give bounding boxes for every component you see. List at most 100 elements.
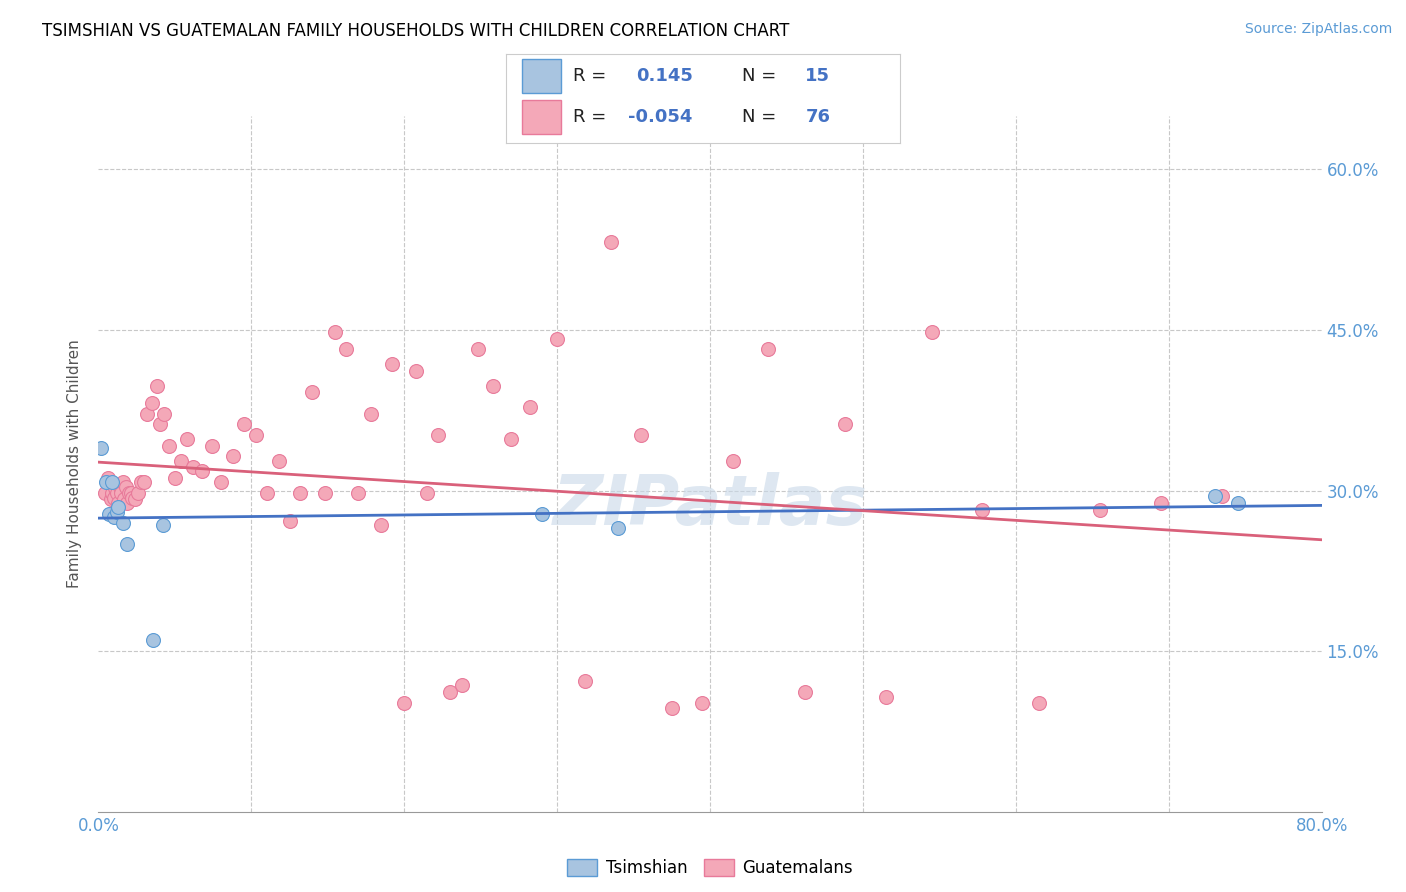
- Point: [170, 453, 193, 467]
- Point: [111, 516, 134, 530]
- Point: [335, 343, 357, 357]
- Point: [439, 685, 461, 699]
- Point: [200, 439, 222, 453]
- Point: [1150, 496, 1173, 510]
- Point: [1226, 496, 1249, 510]
- Point: [530, 507, 553, 521]
- Point: [93, 485, 115, 500]
- Legend: Tsimshian, Guatemalans: Tsimshian, Guatemalans: [561, 852, 859, 883]
- Point: [111, 475, 134, 489]
- Y-axis label: Family Households with Children: Family Households with Children: [67, 340, 83, 588]
- Point: [290, 485, 312, 500]
- FancyBboxPatch shape: [522, 100, 561, 134]
- Point: [875, 690, 897, 705]
- Point: [101, 475, 124, 489]
- Point: [163, 471, 186, 485]
- Point: [157, 439, 180, 453]
- Point: [426, 428, 449, 442]
- Point: [921, 325, 943, 339]
- Text: ZIPatlas: ZIPatlas: [553, 472, 868, 539]
- Text: R =: R =: [574, 67, 606, 85]
- Point: [451, 678, 474, 692]
- Point: [117, 496, 139, 510]
- Point: [107, 496, 129, 510]
- Point: [145, 378, 167, 392]
- Point: [793, 685, 815, 699]
- Point: [136, 407, 159, 421]
- Point: [118, 485, 141, 500]
- Point: [124, 492, 146, 507]
- Point: [607, 521, 630, 535]
- Point: [105, 485, 128, 500]
- Point: [141, 396, 163, 410]
- Point: [90, 441, 112, 455]
- Point: [599, 235, 621, 250]
- Text: N =: N =: [742, 67, 776, 85]
- Point: [1028, 696, 1050, 710]
- Point: [101, 485, 124, 500]
- Point: [392, 696, 416, 710]
- Text: N =: N =: [742, 108, 776, 126]
- Point: [467, 343, 489, 357]
- Point: [134, 475, 156, 489]
- Point: [112, 492, 135, 507]
- Point: [103, 491, 125, 505]
- Point: [519, 400, 541, 414]
- Point: [108, 480, 131, 494]
- Point: [370, 517, 392, 532]
- Point: [267, 453, 290, 467]
- Point: [1088, 503, 1111, 517]
- Text: 15: 15: [806, 67, 831, 85]
- Point: [222, 450, 245, 464]
- Point: [153, 407, 176, 421]
- Point: [107, 500, 129, 514]
- Text: -0.054: -0.054: [628, 108, 693, 126]
- Point: [405, 364, 427, 378]
- Point: [381, 357, 404, 371]
- Point: [347, 485, 370, 500]
- Point: [176, 432, 198, 446]
- Point: [1204, 489, 1226, 503]
- Point: [278, 514, 301, 528]
- Point: [756, 343, 779, 357]
- Point: [209, 475, 232, 489]
- Point: [142, 633, 165, 648]
- Point: [630, 428, 652, 442]
- Point: [416, 485, 439, 500]
- Point: [110, 485, 132, 500]
- Point: [546, 332, 568, 346]
- Point: [482, 378, 505, 392]
- Text: R =: R =: [574, 108, 606, 126]
- Point: [245, 428, 267, 442]
- Point: [191, 464, 214, 478]
- Point: [121, 491, 143, 505]
- Point: [152, 517, 174, 532]
- Point: [103, 510, 125, 524]
- Point: [104, 482, 127, 496]
- Point: [105, 505, 128, 519]
- Point: [692, 696, 714, 710]
- Point: [972, 503, 994, 517]
- Point: [181, 460, 204, 475]
- Text: 0.145: 0.145: [636, 67, 693, 85]
- Point: [129, 475, 152, 489]
- Point: [98, 507, 121, 521]
- Point: [721, 453, 744, 467]
- Point: [115, 480, 138, 494]
- Point: [834, 417, 856, 432]
- Point: [100, 492, 122, 507]
- Point: [94, 475, 117, 489]
- Point: [97, 471, 120, 485]
- Point: [360, 407, 382, 421]
- Text: Source: ZipAtlas.com: Source: ZipAtlas.com: [1244, 22, 1392, 37]
- FancyBboxPatch shape: [522, 59, 561, 93]
- Text: 76: 76: [806, 108, 831, 126]
- Point: [325, 325, 347, 339]
- Point: [256, 485, 278, 500]
- Point: [127, 485, 149, 500]
- Point: [232, 417, 254, 432]
- Text: TSIMSHIAN VS GUATEMALAN FAMILY HOUSEHOLDS WITH CHILDREN CORRELATION CHART: TSIMSHIAN VS GUATEMALAN FAMILY HOUSEHOLD…: [42, 22, 790, 40]
- Point: [314, 485, 336, 500]
- Point: [574, 674, 596, 689]
- Point: [1211, 489, 1233, 503]
